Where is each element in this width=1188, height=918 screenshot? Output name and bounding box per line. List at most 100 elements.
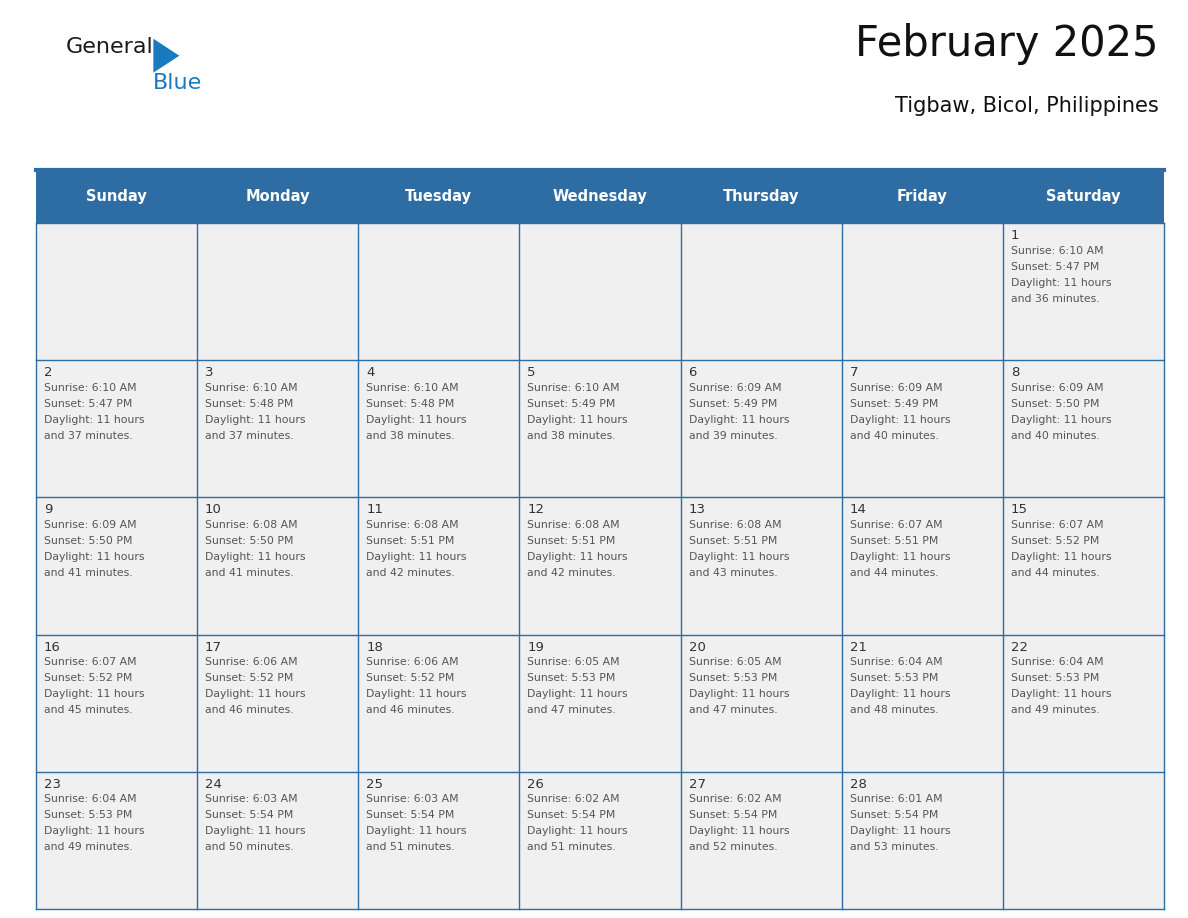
Text: Sunset: 5:53 PM: Sunset: 5:53 PM bbox=[527, 673, 615, 683]
Text: 15: 15 bbox=[1011, 503, 1028, 516]
Text: Daylight: 11 hours: Daylight: 11 hours bbox=[366, 689, 467, 700]
Text: Sunset: 5:50 PM: Sunset: 5:50 PM bbox=[44, 536, 132, 546]
Text: Sunday: Sunday bbox=[86, 189, 146, 204]
Text: Sunrise: 6:10 AM: Sunrise: 6:10 AM bbox=[204, 383, 297, 393]
Text: Sunrise: 6:07 AM: Sunrise: 6:07 AM bbox=[1011, 521, 1104, 531]
Text: 27: 27 bbox=[689, 778, 706, 790]
Text: Sunset: 5:54 PM: Sunset: 5:54 PM bbox=[689, 811, 777, 821]
Text: Daylight: 11 hours: Daylight: 11 hours bbox=[689, 552, 789, 562]
Text: General: General bbox=[65, 37, 153, 57]
Text: Daylight: 11 hours: Daylight: 11 hours bbox=[44, 826, 144, 836]
Text: Sunset: 5:54 PM: Sunset: 5:54 PM bbox=[527, 811, 615, 821]
Text: Daylight: 11 hours: Daylight: 11 hours bbox=[44, 552, 144, 562]
Text: and 43 minutes.: and 43 minutes. bbox=[689, 568, 777, 578]
Text: Sunrise: 6:09 AM: Sunrise: 6:09 AM bbox=[44, 521, 137, 531]
Text: 24: 24 bbox=[204, 778, 222, 790]
Text: 1: 1 bbox=[1011, 230, 1019, 242]
Text: 12: 12 bbox=[527, 503, 544, 516]
Text: 4: 4 bbox=[366, 366, 374, 379]
Text: and 49 minutes.: and 49 minutes. bbox=[44, 843, 132, 853]
Text: Friday: Friday bbox=[897, 189, 948, 204]
Text: Daylight: 11 hours: Daylight: 11 hours bbox=[1011, 278, 1112, 288]
Text: 11: 11 bbox=[366, 503, 383, 516]
Text: Sunset: 5:48 PM: Sunset: 5:48 PM bbox=[204, 399, 293, 409]
Text: and 42 minutes.: and 42 minutes. bbox=[366, 568, 455, 578]
Text: Sunset: 5:53 PM: Sunset: 5:53 PM bbox=[1011, 673, 1099, 683]
Text: and 42 minutes.: and 42 minutes. bbox=[527, 568, 615, 578]
Text: 19: 19 bbox=[527, 641, 544, 654]
Text: and 51 minutes.: and 51 minutes. bbox=[366, 843, 455, 853]
Text: and 37 minutes.: and 37 minutes. bbox=[204, 431, 293, 441]
Text: Daylight: 11 hours: Daylight: 11 hours bbox=[204, 826, 305, 836]
Text: Daylight: 11 hours: Daylight: 11 hours bbox=[44, 415, 144, 425]
Text: 21: 21 bbox=[849, 641, 867, 654]
Text: Daylight: 11 hours: Daylight: 11 hours bbox=[366, 826, 467, 836]
Text: and 36 minutes.: and 36 minutes. bbox=[1011, 294, 1100, 304]
Text: and 41 minutes.: and 41 minutes. bbox=[44, 568, 132, 578]
Text: Sunrise: 6:06 AM: Sunrise: 6:06 AM bbox=[366, 657, 459, 667]
Text: Daylight: 11 hours: Daylight: 11 hours bbox=[366, 552, 467, 562]
Text: Daylight: 11 hours: Daylight: 11 hours bbox=[527, 826, 627, 836]
Text: and 37 minutes.: and 37 minutes. bbox=[44, 431, 132, 441]
Text: and 50 minutes.: and 50 minutes. bbox=[204, 843, 293, 853]
Text: Sunrise: 6:10 AM: Sunrise: 6:10 AM bbox=[1011, 246, 1104, 256]
Text: Sunset: 5:54 PM: Sunset: 5:54 PM bbox=[366, 811, 455, 821]
Text: Sunset: 5:51 PM: Sunset: 5:51 PM bbox=[527, 536, 615, 546]
Text: and 49 minutes.: and 49 minutes. bbox=[1011, 705, 1100, 715]
Text: Daylight: 11 hours: Daylight: 11 hours bbox=[1011, 552, 1112, 562]
Text: Sunset: 5:52 PM: Sunset: 5:52 PM bbox=[1011, 536, 1099, 546]
Text: 22: 22 bbox=[1011, 641, 1028, 654]
Text: Sunrise: 6:08 AM: Sunrise: 6:08 AM bbox=[204, 521, 297, 531]
Text: Sunset: 5:53 PM: Sunset: 5:53 PM bbox=[849, 673, 939, 683]
Text: Saturday: Saturday bbox=[1047, 189, 1120, 204]
Text: Sunrise: 6:04 AM: Sunrise: 6:04 AM bbox=[1011, 657, 1104, 667]
Text: Sunset: 5:52 PM: Sunset: 5:52 PM bbox=[366, 673, 455, 683]
Text: 25: 25 bbox=[366, 778, 383, 790]
Text: and 44 minutes.: and 44 minutes. bbox=[1011, 568, 1100, 578]
Text: Daylight: 11 hours: Daylight: 11 hours bbox=[849, 826, 950, 836]
Text: Daylight: 11 hours: Daylight: 11 hours bbox=[44, 689, 144, 700]
Text: 6: 6 bbox=[689, 366, 697, 379]
Text: Thursday: Thursday bbox=[723, 189, 800, 204]
Text: Sunrise: 6:10 AM: Sunrise: 6:10 AM bbox=[44, 383, 137, 393]
Text: Monday: Monday bbox=[245, 189, 310, 204]
Text: Tigbaw, Bicol, Philippines: Tigbaw, Bicol, Philippines bbox=[895, 96, 1158, 117]
Text: Sunrise: 6:01 AM: Sunrise: 6:01 AM bbox=[849, 794, 942, 804]
Text: Sunset: 5:52 PM: Sunset: 5:52 PM bbox=[44, 673, 132, 683]
Text: 8: 8 bbox=[1011, 366, 1019, 379]
Text: Sunrise: 6:08 AM: Sunrise: 6:08 AM bbox=[689, 521, 782, 531]
Text: and 38 minutes.: and 38 minutes. bbox=[527, 431, 615, 441]
Text: 18: 18 bbox=[366, 641, 383, 654]
Text: 14: 14 bbox=[849, 503, 867, 516]
Text: Sunset: 5:50 PM: Sunset: 5:50 PM bbox=[1011, 399, 1100, 409]
Polygon shape bbox=[153, 39, 179, 73]
Text: Daylight: 11 hours: Daylight: 11 hours bbox=[689, 826, 789, 836]
Text: 23: 23 bbox=[44, 778, 61, 790]
Text: 17: 17 bbox=[204, 641, 222, 654]
Text: Sunrise: 6:05 AM: Sunrise: 6:05 AM bbox=[689, 657, 782, 667]
Text: 7: 7 bbox=[849, 366, 858, 379]
Text: Daylight: 11 hours: Daylight: 11 hours bbox=[849, 415, 950, 425]
Text: Sunrise: 6:04 AM: Sunrise: 6:04 AM bbox=[44, 794, 137, 804]
Text: Daylight: 11 hours: Daylight: 11 hours bbox=[527, 689, 627, 700]
Text: and 48 minutes.: and 48 minutes. bbox=[849, 705, 939, 715]
Text: Daylight: 11 hours: Daylight: 11 hours bbox=[527, 552, 627, 562]
Text: Sunset: 5:49 PM: Sunset: 5:49 PM bbox=[689, 399, 777, 409]
Text: Sunrise: 6:04 AM: Sunrise: 6:04 AM bbox=[849, 657, 942, 667]
Text: and 52 minutes.: and 52 minutes. bbox=[689, 843, 777, 853]
Text: and 46 minutes.: and 46 minutes. bbox=[204, 705, 293, 715]
Text: Daylight: 11 hours: Daylight: 11 hours bbox=[1011, 689, 1112, 700]
Text: and 46 minutes.: and 46 minutes. bbox=[366, 705, 455, 715]
Text: Sunset: 5:53 PM: Sunset: 5:53 PM bbox=[689, 673, 777, 683]
Text: Wednesday: Wednesday bbox=[552, 189, 647, 204]
Text: Sunrise: 6:02 AM: Sunrise: 6:02 AM bbox=[689, 794, 782, 804]
Text: Sunrise: 6:05 AM: Sunrise: 6:05 AM bbox=[527, 657, 620, 667]
Text: 28: 28 bbox=[849, 778, 867, 790]
Text: Daylight: 11 hours: Daylight: 11 hours bbox=[527, 415, 627, 425]
Text: Sunset: 5:47 PM: Sunset: 5:47 PM bbox=[1011, 262, 1099, 272]
Text: Sunset: 5:51 PM: Sunset: 5:51 PM bbox=[689, 536, 777, 546]
Text: Sunset: 5:51 PM: Sunset: 5:51 PM bbox=[366, 536, 455, 546]
Text: Sunrise: 6:06 AM: Sunrise: 6:06 AM bbox=[204, 657, 297, 667]
Bar bbox=[36, 634, 1164, 772]
Text: Daylight: 11 hours: Daylight: 11 hours bbox=[849, 689, 950, 700]
